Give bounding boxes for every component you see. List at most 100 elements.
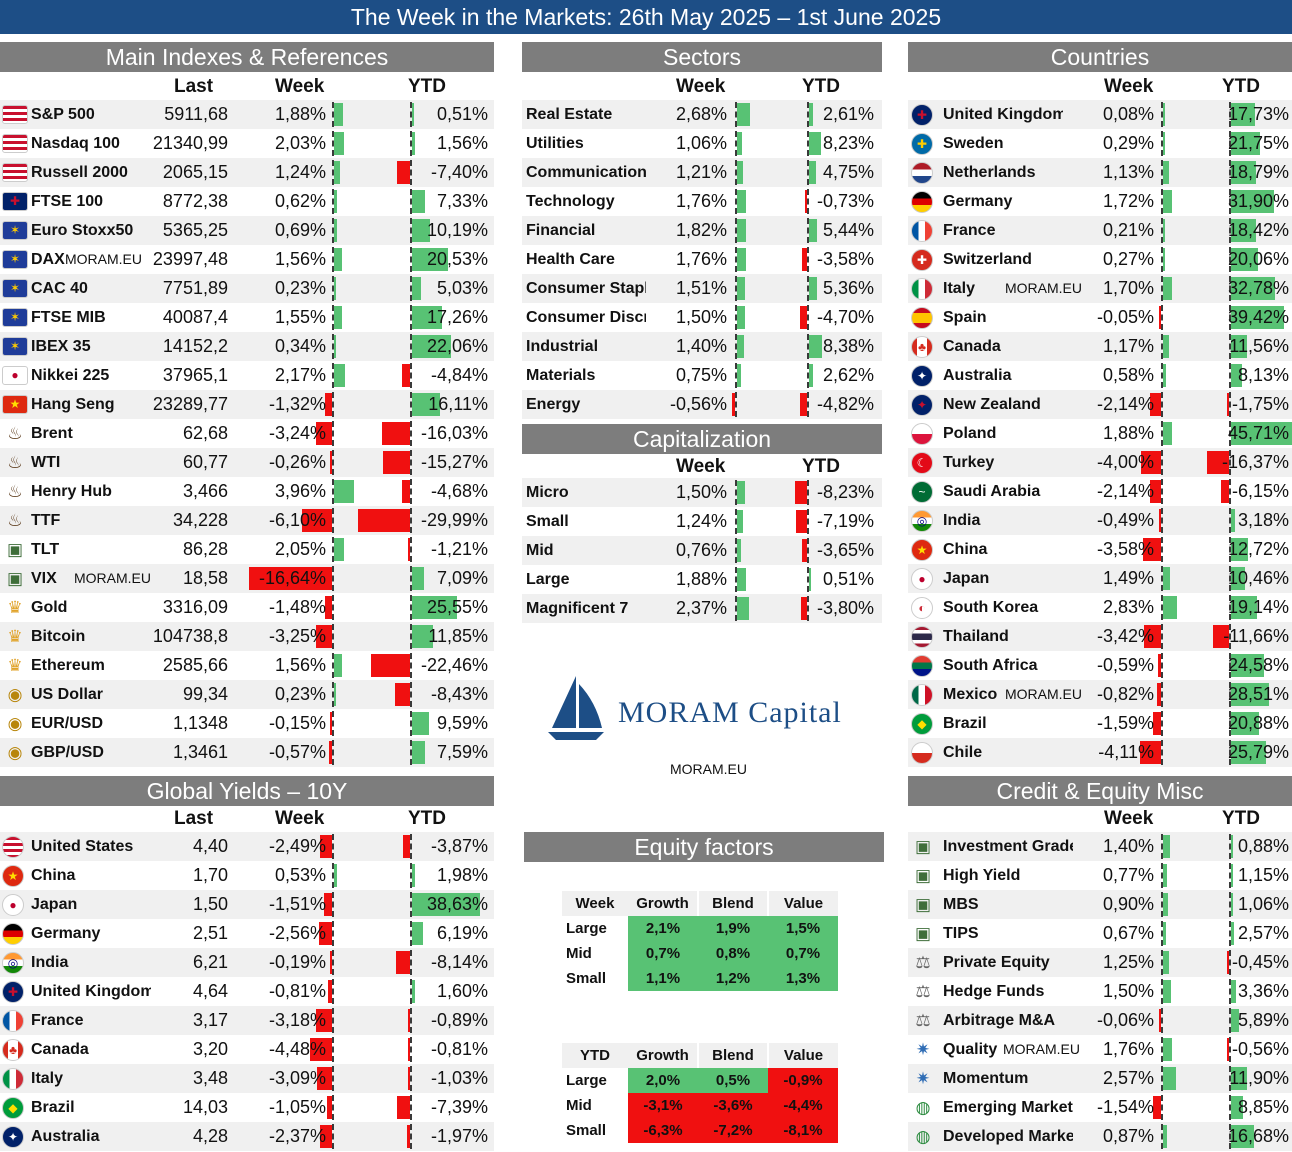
ytd-value: 0,88% bbox=[1237, 836, 1289, 856]
row-name: High Yield bbox=[943, 867, 1021, 884]
ytd-axis bbox=[1229, 1008, 1231, 1033]
week-bar bbox=[309, 1038, 332, 1061]
table-row: Mid 0,76% -3,65% bbox=[522, 536, 882, 565]
table-row: ✚ United Kingdom 4,64 -0,81% 1,60% bbox=[0, 977, 494, 1006]
flag-us-icon bbox=[2, 134, 28, 153]
ytd-value: 1,15% bbox=[1237, 865, 1289, 885]
week-bar bbox=[301, 509, 332, 532]
col-ytd: YTD bbox=[802, 456, 840, 477]
week-axis bbox=[1161, 950, 1163, 975]
week-value: 0,58% bbox=[1102, 365, 1154, 385]
ytd-value: 9,59% bbox=[436, 713, 488, 733]
ytd-value: -15,27% bbox=[420, 452, 488, 472]
last-value: 1,3461 bbox=[172, 742, 228, 762]
table-row: France 0,21% 18,42% bbox=[908, 216, 1292, 245]
table-row: ⚖ Private Equity 1,25% -0,45% bbox=[908, 948, 1292, 977]
table-row: Industrial 1,40% 8,38% bbox=[522, 332, 882, 361]
main-indexes-panel: Main Indexes & References Last Week YTD … bbox=[0, 42, 494, 767]
table-row: ✚ Sweden 0,29% 21,75% bbox=[908, 129, 1292, 158]
week-bar bbox=[1163, 864, 1167, 887]
ytd-bar bbox=[1231, 835, 1233, 858]
table-row: ✦ Australia 0,58% 8,13% bbox=[908, 361, 1292, 390]
week-value: -0,06% bbox=[1096, 1010, 1154, 1030]
week-value: -0,05% bbox=[1096, 307, 1154, 327]
week-axis bbox=[332, 537, 334, 562]
ytd-bar bbox=[1231, 654, 1265, 677]
ytd-value: 17,26% bbox=[426, 307, 488, 327]
week-axis bbox=[735, 247, 737, 272]
factor-cell: -4,4% bbox=[768, 1093, 838, 1118]
row-name: Micro bbox=[526, 484, 569, 501]
sailboat-icon bbox=[548, 676, 604, 740]
week-value: 2,05% bbox=[274, 539, 326, 559]
scale-icon: ⚖ bbox=[915, 953, 931, 972]
last-value: 3,48 bbox=[192, 1068, 228, 1088]
ytd-bar bbox=[1231, 683, 1270, 706]
week-axis bbox=[1161, 979, 1163, 1004]
week-axis bbox=[1161, 247, 1163, 272]
table-row: ▣ TIPS 0,67% 2,57% bbox=[908, 919, 1292, 948]
row-name: Developed Market bbox=[943, 1128, 1073, 1145]
col-ytd: YTD bbox=[1222, 76, 1260, 97]
table-row: Consumer Staple 1,51% 5,36% bbox=[522, 274, 882, 303]
ytd-value: 8,38% bbox=[822, 336, 874, 356]
week-axis bbox=[332, 421, 334, 446]
row-name: Spain bbox=[943, 309, 987, 326]
ytd-axis bbox=[1229, 450, 1231, 475]
table-row: Health Care 1,76% -3,58% bbox=[522, 245, 882, 274]
factor-cell: 1,5% bbox=[768, 916, 838, 941]
ytd-bar bbox=[401, 480, 410, 503]
week-value: 0,23% bbox=[274, 684, 326, 704]
table-row: Italy MORAM.EU 1,70% 32,78% bbox=[908, 274, 1292, 303]
credit-col-headers: Week YTD bbox=[908, 806, 1292, 832]
table-row: ◉ US Dollar 99,34 0,23% -8,43% bbox=[0, 680, 494, 709]
table-row: ⚖ Arbitrage M&A -0,06% 5,89% bbox=[908, 1006, 1292, 1035]
flag-nz-icon: ✦ bbox=[911, 394, 933, 416]
ytd-value: 28,51% bbox=[1227, 684, 1289, 704]
week-axis bbox=[1161, 479, 1163, 504]
ytd-bar bbox=[403, 835, 410, 858]
week-value: 2,37% bbox=[675, 598, 727, 618]
week-bar bbox=[334, 219, 338, 242]
week-value: 1,76% bbox=[1102, 1039, 1154, 1059]
ytd-value: 38,63% bbox=[426, 894, 488, 914]
week-axis bbox=[1161, 1124, 1163, 1149]
week-bar bbox=[1163, 596, 1178, 619]
week-value: 0,69% bbox=[274, 220, 326, 240]
row-name: Russell 2000 bbox=[31, 164, 128, 181]
week-value: 0,08% bbox=[1102, 104, 1154, 124]
col-ytd: YTD bbox=[408, 76, 446, 97]
table-row: Consumer Discre 1,50% -4,70% bbox=[522, 303, 882, 332]
week-axis bbox=[332, 363, 334, 388]
row-name: Euro Stoxx50 bbox=[31, 222, 134, 239]
ytd-value: 31,90% bbox=[1227, 191, 1289, 211]
flag-it-icon bbox=[911, 278, 933, 300]
week-axis bbox=[735, 305, 737, 330]
week-bar bbox=[324, 893, 332, 916]
last-value: 2065,15 bbox=[162, 162, 228, 182]
ytd-value: 22,06% bbox=[426, 336, 488, 356]
week-bar bbox=[1153, 1096, 1161, 1119]
row-name: TIPS bbox=[943, 925, 979, 942]
coins-icon: ◉ bbox=[7, 714, 23, 733]
ytd-value: 32,78% bbox=[1227, 278, 1289, 298]
row-name: Magnificent 7 bbox=[526, 600, 629, 617]
last-value: 5365,25 bbox=[162, 220, 228, 240]
last-value: 6,21 bbox=[192, 952, 228, 972]
ytd-axis bbox=[807, 480, 809, 505]
ytd-bar bbox=[1231, 596, 1257, 619]
row-name: South Korea bbox=[943, 599, 1039, 616]
table-row: ◎ India 6,21 -0,19% -8,14% bbox=[0, 948, 494, 977]
week-axis bbox=[1161, 421, 1163, 446]
ytd-bar bbox=[412, 393, 441, 416]
row-name: Australia bbox=[943, 367, 1012, 384]
factor-row: Large 2,0% 0,5% -0,9% bbox=[562, 1068, 838, 1093]
ytd-axis bbox=[410, 653, 412, 678]
table-row: Materials 0,75% 2,62% bbox=[522, 361, 882, 390]
ytd-axis bbox=[410, 1037, 412, 1062]
week-axis bbox=[1161, 1095, 1163, 1120]
table-row: ◆ Brazil 14,03 -1,05% -7,39% bbox=[0, 1093, 494, 1122]
week-bar bbox=[330, 451, 332, 474]
col-week: Week bbox=[275, 808, 325, 829]
bond-icon: ▣ bbox=[914, 924, 932, 943]
